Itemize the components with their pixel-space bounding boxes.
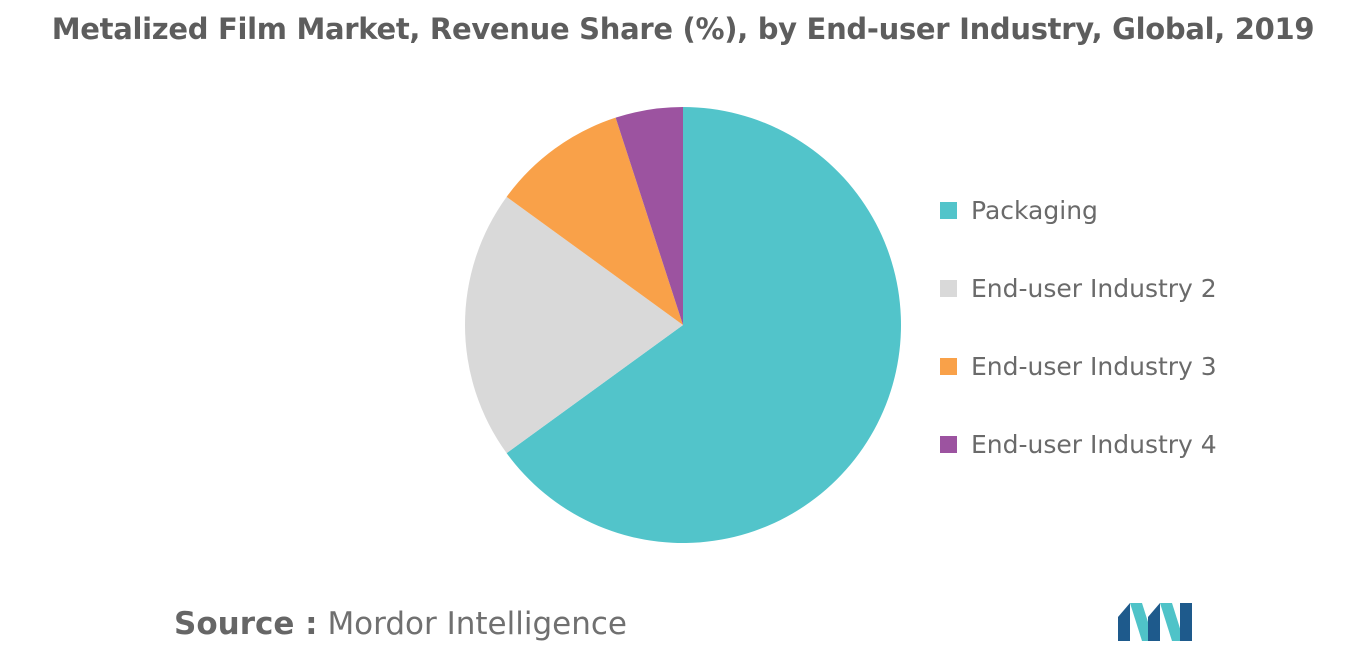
source-note: Source : Mordor Intelligence [174, 606, 627, 642]
legend: Packaging End-user Industry 2 End-user I… [940, 190, 1217, 502]
chart-title: Metalized Film Market, Revenue Share (%)… [51, 12, 1315, 46]
legend-swatch-end-user-industry-3 [940, 357, 957, 375]
legend-swatch-end-user-industry-2 [940, 279, 957, 297]
pie-slice-end-user-industry-4 [615, 107, 683, 325]
pie-slice-end-user-industry-3 [506, 117, 683, 325]
legend-item-packaging: Packaging [940, 190, 1217, 230]
legend-swatch-end-user-industry-4 [940, 435, 957, 453]
legend-label-end-user-industry-4: End-user Industry 4 [971, 429, 1217, 459]
legend-label-end-user-industry-2: End-user Industry 2 [971, 273, 1217, 303]
legend-label-end-user-industry-3: End-user Industry 3 [971, 351, 1217, 381]
pie-slice-packaging [506, 107, 901, 543]
mordor-intelligence-logo-icon [1118, 603, 1192, 641]
legend-item-end-user-industry-2: End-user Industry 2 [940, 268, 1217, 308]
legend-label-packaging: Packaging [971, 195, 1098, 225]
source-value: Mordor Intelligence [327, 606, 627, 642]
legend-swatch-packaging [940, 201, 957, 219]
legend-item-end-user-industry-4: End-user Industry 4 [940, 424, 1217, 464]
legend-item-end-user-industry-3: End-user Industry 3 [940, 346, 1217, 386]
source-label: Source : [174, 606, 318, 642]
pie-slice-end-user-industry-2 [464, 196, 683, 454]
